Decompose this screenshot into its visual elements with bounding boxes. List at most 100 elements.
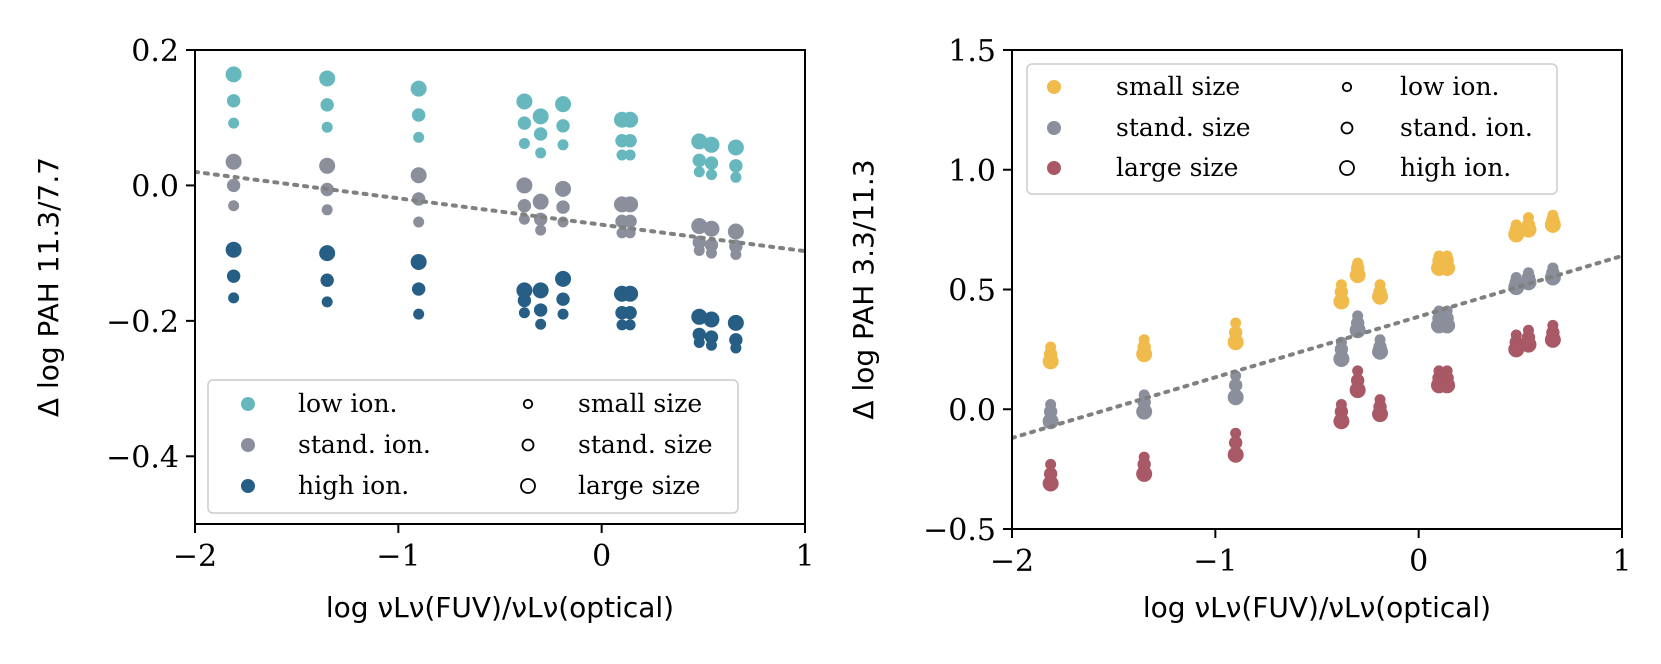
left-point-high-ion-25	[692, 327, 706, 342]
left-point-low-ion-3	[319, 70, 336, 87]
left-point-low-ion-26	[693, 166, 705, 178]
left-xtick-label: −1	[376, 539, 420, 574]
right-point-large-size14	[1349, 382, 1366, 399]
left-point-stand-ion-1	[226, 178, 241, 193]
left-point-low-ion-22	[623, 134, 637, 148]
left-point-high-ion-16	[556, 292, 570, 306]
left-point-stand-ion-9	[516, 177, 533, 194]
right-xtick-label: 1	[1612, 544, 1631, 579]
left-point-stand-ion-3	[319, 157, 336, 174]
left-point-high-ion-3	[319, 245, 336, 262]
left-point-low-ion-8	[413, 131, 425, 143]
left-point-low-ion-2	[228, 117, 240, 129]
left-legend-color-label: high ion.	[298, 471, 409, 500]
data-points	[1042, 209, 1561, 492]
left-point-low-ion-23	[624, 149, 636, 161]
left-ytick-label: 0.0	[131, 169, 179, 204]
left-point-stand-ion-29	[705, 247, 717, 259]
right-point-small-size2	[1042, 353, 1059, 370]
right-legend: small size stand. size large size low ion. s…	[1026, 63, 1558, 195]
right-point-small-size29	[1520, 221, 1537, 238]
left-point-high-ion-31	[729, 333, 743, 347]
left-point-high-ion-10	[517, 293, 532, 308]
left-point-high-ion-11	[518, 307, 530, 319]
left-point-high-ion-15	[555, 270, 572, 287]
right-ytick-label: 0.5	[948, 274, 996, 309]
right-legend-size-label: stand. ion.	[1400, 113, 1533, 142]
right-point-stand-size11	[1333, 350, 1350, 367]
right-point-large-size23	[1439, 377, 1456, 394]
left-point-high-ion-8	[413, 308, 425, 320]
right-point-large-size8	[1227, 446, 1244, 463]
right-xtick-label: −2	[990, 544, 1034, 579]
left-point-high-ion-29	[705, 339, 717, 351]
left-xtick-label: 1	[795, 539, 814, 574]
left-point-high-ion-24	[691, 308, 708, 325]
left-legend-size-marker	[522, 398, 534, 410]
right-legend-box	[1026, 63, 1558, 195]
left-point-low-ion-32	[730, 171, 742, 183]
left-point-high-ion-22	[623, 306, 637, 320]
right-point-large-size11	[1333, 413, 1350, 430]
right-legend-color-marker	[1047, 121, 1061, 135]
left-point-stand-ion-22	[623, 214, 637, 229]
right-point-large-size29	[1520, 336, 1537, 353]
left-point-high-ion-26	[693, 337, 705, 349]
left-legend-box	[207, 379, 739, 514]
left-point-stand-ion-24	[691, 218, 708, 235]
left-point-stand-ion-8	[413, 216, 425, 228]
left-point-high-ion-28	[704, 330, 719, 344]
right-point-small-size14	[1349, 267, 1366, 284]
right-legend-size-marker	[1340, 121, 1354, 135]
left-point-low-ion-17	[557, 139, 569, 151]
left-point-low-ion-7	[411, 108, 426, 122]
right-legend-color-label: large size	[1116, 153, 1238, 182]
left-point-high-ion-17	[557, 308, 569, 320]
left-point-stand-ion-2	[228, 200, 240, 212]
left-point-stand-ion-26	[693, 244, 705, 256]
right-ytick-label: −0.5	[923, 513, 996, 548]
left-point-high-ion-9	[516, 282, 533, 299]
right-legend-color-label: small size	[1116, 72, 1240, 101]
left-point-low-ion-28	[704, 156, 719, 170]
left-point-low-ion-16	[556, 119, 570, 133]
left-point-stand-ion-0	[225, 153, 242, 170]
left-legend-color-label: stand. ion.	[298, 430, 431, 459]
right-legend-size-marker	[1341, 81, 1353, 93]
left-point-low-ion-30	[727, 139, 744, 156]
left-point-high-ion-13	[533, 303, 548, 317]
left-point-stand-ion-12	[532, 193, 549, 210]
left-point-high-ion-0	[225, 241, 242, 258]
left-point-high-ion-4	[320, 273, 334, 287]
right-ytick-label: 1.5	[948, 34, 996, 69]
right-point-stand-size8	[1227, 389, 1244, 406]
left-ytick-label: 0.2	[131, 34, 179, 69]
right-point-large-size6	[1230, 427, 1242, 439]
left-point-stand-ion-15	[555, 180, 572, 197]
right-point-large-size32	[1544, 331, 1561, 348]
left-xtick-label: −2	[173, 539, 217, 574]
left-point-stand-ion-11	[518, 213, 530, 225]
right-point-small-size23	[1439, 259, 1456, 276]
left-point-stand-ion-5	[321, 204, 333, 216]
right-point-small-size6	[1230, 317, 1242, 329]
left-point-high-ion-1	[226, 269, 241, 283]
left-point-low-ion-29	[705, 169, 717, 181]
right-y-axis-label: Δ log PAH 3.3/11.3	[847, 159, 880, 419]
left-point-low-ion-5	[321, 121, 333, 133]
left-point-stand-ion-6	[410, 167, 427, 184]
left-panel: −2 −1 0 1 0.2 0.0 −0.2 −0.4 log νLν(FUV)/νLν(opt…	[32, 34, 815, 624]
right-point-large-size26	[1508, 341, 1525, 358]
left-point-stand-ion-21	[622, 196, 639, 213]
left-point-high-ion-14	[535, 318, 547, 330]
left-point-low-ion-14	[535, 147, 547, 159]
right-point-small-size17	[1372, 288, 1389, 305]
left-point-low-ion-31	[729, 159, 743, 173]
left-ytick-label: −0.2	[106, 305, 179, 340]
left-point-low-ion-12	[532, 108, 549, 125]
right-point-small-size8	[1227, 334, 1244, 351]
right-point-large-size0	[1045, 458, 1057, 470]
right-point-large-size2	[1042, 475, 1059, 492]
left-point-low-ion-25	[692, 153, 706, 168]
